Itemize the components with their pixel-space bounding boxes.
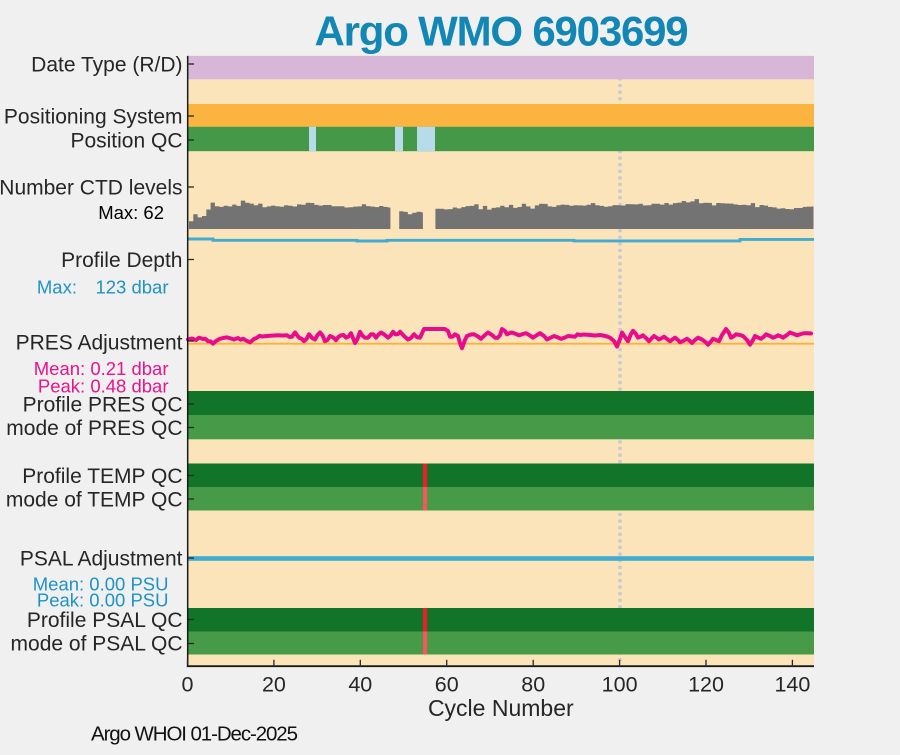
svg-text:Date Type (R/D): Date Type (R/D) (31, 54, 182, 77)
svg-text:120: 120 (688, 673, 724, 697)
svg-text:Profile TEMP QC: Profile TEMP QC (22, 465, 182, 488)
svg-text:100: 100 (602, 673, 638, 697)
svg-text:PSAL Adjustment: PSAL Adjustment (20, 548, 183, 571)
svg-text:Peak: 0.00 PSU: Peak: 0.00 PSU (37, 590, 169, 611)
svg-text:Profile PSAL QC: Profile PSAL QC (27, 609, 183, 632)
svg-text:Positioning System: Positioning System (4, 106, 183, 129)
svg-text:Mean: 0.00 PSU: Mean: 0.00 PSU (33, 574, 169, 595)
svg-text:0: 0 (182, 673, 194, 697)
svg-text:Argo WHOI 01-Dec-2025: Argo WHOI 01-Dec-2025 (91, 723, 298, 746)
svg-text:Position QC: Position QC (70, 130, 182, 153)
svg-text:Argo WMO 6903699: Argo WMO 6903699 (315, 8, 688, 55)
svg-text:Peak: 0.48 dbar: Peak: 0.48 dbar (38, 376, 169, 397)
svg-text:20: 20 (262, 673, 286, 697)
svg-text:Max: 123 dbar: Max: 123 dbar (37, 277, 169, 298)
svg-text:40: 40 (348, 673, 372, 697)
svg-text:Number CTD levels: Number CTD levels (0, 177, 183, 200)
svg-text:mode of PSAL QC: mode of PSAL QC (11, 633, 183, 656)
svg-text:PRES Adjustment: PRES Adjustment (16, 332, 183, 355)
svg-text:Cycle Number: Cycle Number (428, 695, 574, 721)
svg-text:mode of PRES QC: mode of PRES QC (6, 417, 182, 440)
svg-text:Profile Depth: Profile Depth (61, 249, 182, 272)
svg-text:mode of TEMP QC: mode of TEMP QC (6, 489, 183, 512)
svg-text:Mean: 0.21 dbar: Mean: 0.21 dbar (34, 358, 169, 379)
svg-text:Profile PRES QC: Profile PRES QC (23, 394, 183, 417)
svg-text:80: 80 (521, 673, 545, 697)
svg-text:60: 60 (435, 673, 459, 697)
svg-text:Max: 62: Max: 62 (98, 202, 164, 223)
svg-text:140: 140 (774, 673, 810, 697)
